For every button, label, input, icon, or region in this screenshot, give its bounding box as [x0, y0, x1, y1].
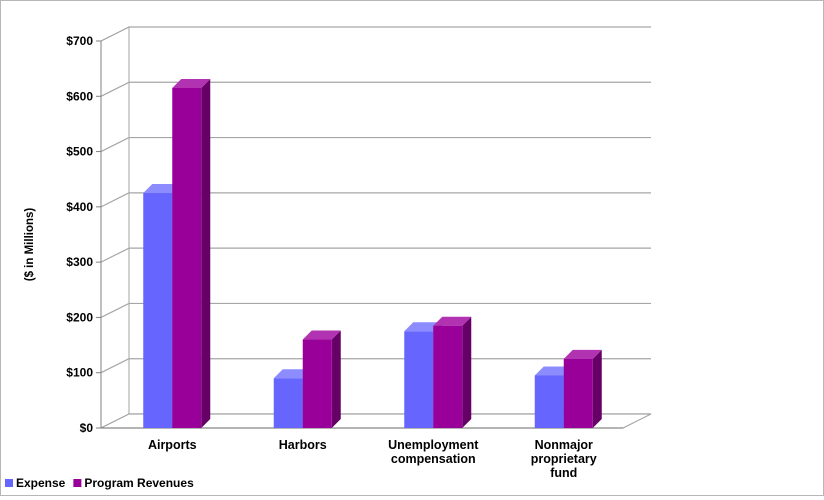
y-tick-label: $300 — [66, 255, 93, 269]
bar — [303, 331, 341, 428]
category-label-line: proprietary — [531, 452, 597, 466]
category-label: Nonmajor proprietary fund — [531, 438, 597, 480]
legend: Expense Program Revenues — [5, 476, 194, 490]
bar-front — [274, 378, 303, 428]
side-wall — [101, 27, 129, 428]
y-tick-label: $200 — [66, 310, 93, 324]
legend-swatch — [5, 479, 13, 487]
bar — [564, 350, 602, 428]
bar-side — [201, 79, 210, 428]
category-label-line: Nonmajor — [535, 438, 593, 452]
bar-front — [404, 331, 433, 428]
legend-label: Program Revenues — [84, 476, 194, 490]
category-label-line: fund — [550, 466, 577, 480]
bar-front — [535, 375, 564, 428]
category-label: Unemployment compensation — [388, 438, 479, 466]
bar-front — [433, 326, 462, 428]
bar-front — [143, 193, 172, 428]
category-label-line: Unemployment — [388, 438, 479, 452]
bar — [433, 317, 471, 428]
y-axis-ticks: $0 $100 $200 $300 $400 $500 $600 $700 — [66, 34, 93, 435]
bar-side — [462, 317, 471, 428]
category-label-line: Airports — [148, 438, 197, 452]
y-tick-label: $600 — [66, 89, 93, 103]
y-tick-label: $700 — [66, 34, 93, 48]
bar-side — [332, 331, 341, 428]
y-tick-label: $500 — [66, 145, 93, 159]
legend-swatch — [73, 479, 81, 487]
bar-front — [564, 359, 593, 428]
legend-label: Expense — [16, 476, 66, 490]
bar-front — [172, 88, 201, 428]
bar-front — [303, 340, 332, 428]
bar-side — [593, 350, 602, 428]
bar — [172, 79, 210, 428]
x-axis-categories: Airports Harbors Unemployment compensation N… — [148, 438, 597, 480]
y-axis-label: ($ in Millions) — [24, 208, 36, 282]
y-tick-label: $400 — [66, 200, 93, 214]
y-tick-label: $0 — [80, 421, 94, 435]
category-label-line: Harbors — [279, 438, 327, 452]
category-label: Harbors — [279, 438, 327, 452]
category-label: Airports — [148, 438, 197, 452]
y-tick-label: $100 — [66, 366, 93, 380]
category-label-line: compensation — [391, 452, 476, 466]
